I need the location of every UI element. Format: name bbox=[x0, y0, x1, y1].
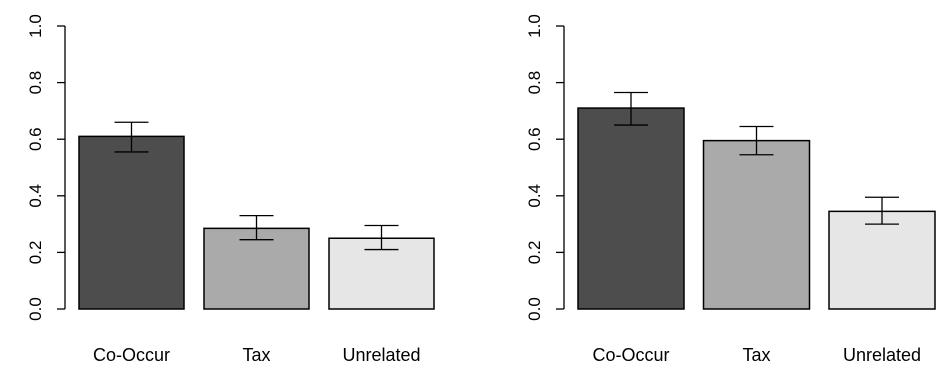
category-label: Tax bbox=[742, 345, 770, 365]
y-tick-label: 0.6 bbox=[26, 127, 45, 151]
bar-unrelated bbox=[828, 210, 936, 310]
y-tick-label: 0.2 bbox=[525, 241, 544, 265]
category-label: Co-Occur bbox=[93, 345, 170, 365]
y-tick-label: 0.2 bbox=[26, 241, 45, 265]
bar-co-occur bbox=[577, 107, 685, 310]
left-chart-panel: 0.0 0.2 0.4 0.6 0.8 1.0 Co-Occur Tax Unrelated bbox=[26, 14, 435, 365]
y-tick-label: 0.8 bbox=[26, 71, 45, 95]
category-label: Tax bbox=[242, 345, 270, 365]
y-tick-label: 0.0 bbox=[525, 297, 544, 321]
bar-tax bbox=[702, 139, 811, 310]
category-label: Unrelated bbox=[342, 345, 420, 365]
right-chart-panel: 0.0 0.2 0.4 0.6 0.8 1.0 Co-Occur Tax Unrelated bbox=[525, 14, 936, 365]
category-label: Co-Occur bbox=[592, 345, 669, 365]
y-tick-label: 0.8 bbox=[525, 71, 544, 95]
y-tick-label: 1.0 bbox=[525, 14, 544, 38]
y-tick-label: 0.4 bbox=[525, 184, 544, 208]
bar-unrelated bbox=[328, 237, 435, 310]
y-tick-label: 1.0 bbox=[26, 14, 45, 38]
y-tick-label: 0.6 bbox=[525, 127, 544, 151]
category-label: Unrelated bbox=[843, 345, 921, 365]
y-tick-label: 0.0 bbox=[26, 297, 45, 321]
bar-tax bbox=[203, 227, 310, 310]
y-tick-label: 0.4 bbox=[26, 184, 45, 208]
bar-co-occur bbox=[78, 135, 185, 310]
